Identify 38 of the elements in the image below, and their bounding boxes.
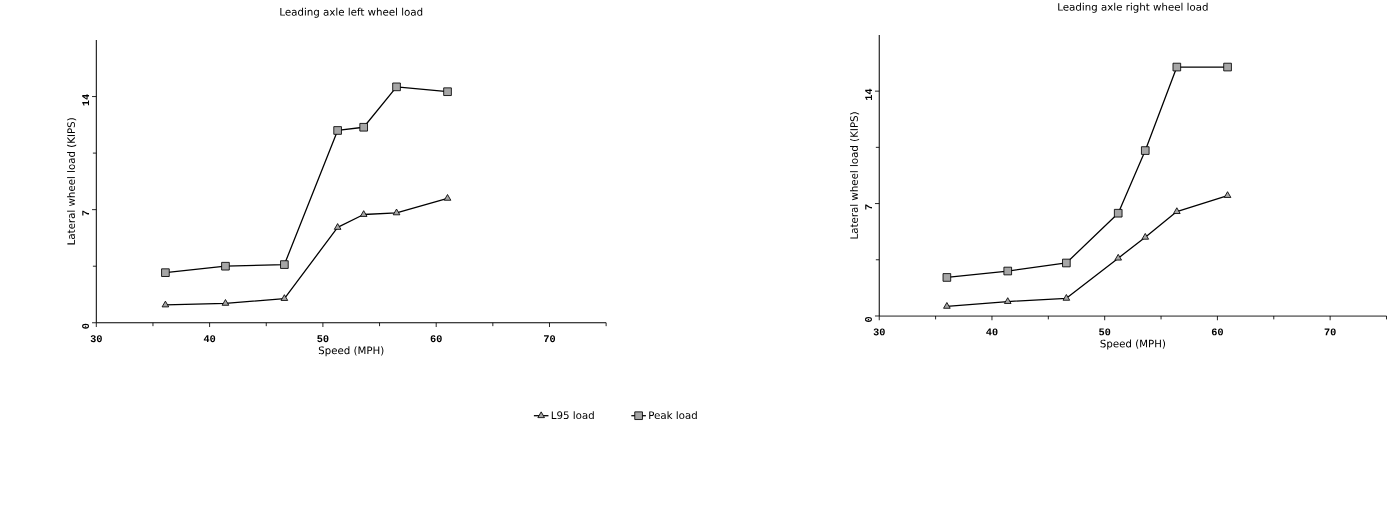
- point: [1113, 208, 1123, 218]
- y-tick-label: 14: [82, 94, 90, 106]
- chart-title: Leading axle left wheel load: [280, 7, 423, 18]
- legend-label: Peak load: [649, 411, 697, 420]
- point: [1173, 207, 1181, 214]
- chart-title: Leading axle right wheel load: [1058, 2, 1208, 13]
- legend-label: L95 load: [551, 411, 594, 420]
- x-tick-label: 50: [1099, 328, 1111, 336]
- y-tick-label: 0: [865, 316, 872, 322]
- point: [942, 273, 952, 282]
- x-tick-label: 60: [430, 335, 442, 343]
- point: [1141, 232, 1150, 240]
- point: [1062, 293, 1071, 301]
- point: [1003, 297, 1012, 304]
- point: [1062, 258, 1071, 268]
- point: [943, 301, 951, 309]
- y-tick-label: 7: [865, 204, 872, 210]
- point: [1223, 62, 1232, 72]
- x-axis-title: Speed (MPH): [318, 346, 384, 357]
- x-axis-title: Speed (MPH): [1100, 339, 1166, 350]
- x-tick-label: 30: [873, 328, 885, 336]
- point: [1141, 146, 1150, 155]
- x-tick-label: 70: [1324, 328, 1336, 336]
- point: [1003, 266, 1013, 276]
- y-tick-label: 0: [82, 323, 90, 329]
- point: [1172, 62, 1182, 72]
- x-tick-label: 30: [90, 335, 102, 343]
- y-axis-title: Lateral wheel load (KIPS): [850, 112, 860, 239]
- x-tick-label: 40: [986, 328, 998, 336]
- x-tick-label: 50: [317, 335, 329, 343]
- y-tick-label: 14: [865, 88, 872, 100]
- x-tick-label: 60: [1211, 328, 1223, 336]
- point: [1223, 191, 1232, 198]
- y-tick-label: 7: [82, 210, 90, 216]
- x-tick-label: 70: [544, 335, 556, 343]
- x-tick-label: 40: [203, 335, 216, 343]
- point: [1114, 253, 1122, 261]
- y-axis-title: Lateral wheel load (KIPS): [67, 118, 77, 245]
